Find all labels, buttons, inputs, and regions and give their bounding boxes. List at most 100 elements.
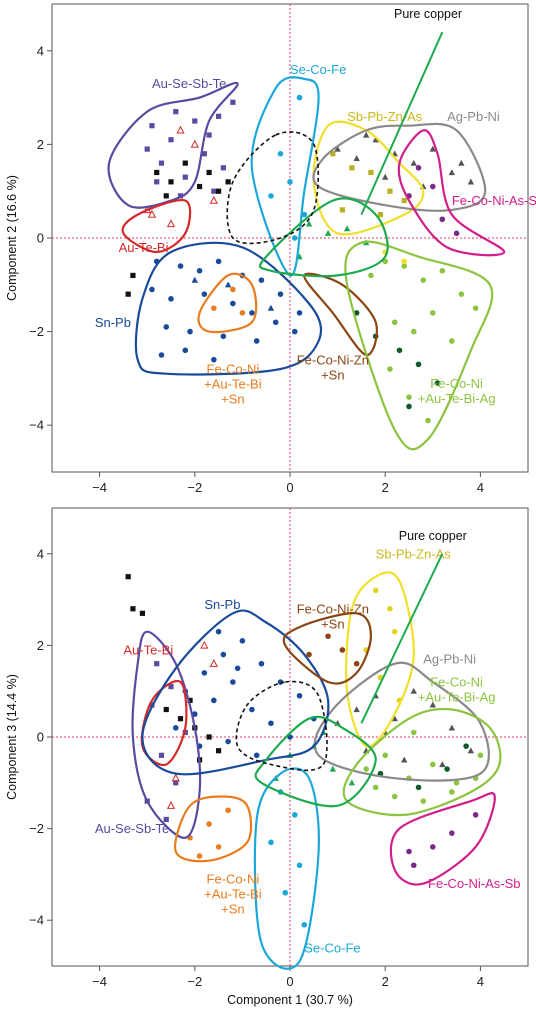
sn-pb-triangle-point bbox=[191, 276, 198, 283]
ag-pb-ni-triangle-point bbox=[382, 173, 389, 180]
y-tick-label: −4 bbox=[29, 418, 44, 433]
ag-pb-ni-outline bbox=[312, 122, 487, 212]
unlabeled-square-point bbox=[125, 291, 131, 297]
sb-pb-zn-as-square-point bbox=[368, 169, 374, 176]
sn-pb-circle-point bbox=[149, 286, 155, 293]
unlabeled-square-point bbox=[139, 610, 146, 616]
sn-pb-circle-point bbox=[296, 310, 303, 316]
dashed-cluster-outline bbox=[235, 680, 328, 772]
au-te-bi-triangle-open-point bbox=[209, 659, 218, 667]
unlabeled-square-point bbox=[187, 697, 193, 703]
sb-pb-zn-as-square-point bbox=[339, 207, 345, 213]
au-te-bi-outline bbox=[121, 198, 192, 254]
label-line: +Au-Te-Bi-Ag bbox=[418, 690, 496, 705]
se-co-fe-circle-point bbox=[287, 179, 293, 185]
au-se-sb-te-square-point bbox=[173, 109, 179, 115]
label-line: Se-Co-Fe bbox=[290, 62, 346, 77]
unlabeled-circle-point bbox=[463, 743, 469, 749]
unlabeled-circle-point bbox=[444, 766, 450, 772]
au-se-sb-te-square-point bbox=[168, 684, 174, 690]
label-line: Sn-Pb bbox=[204, 597, 240, 612]
y-tick-label: 0 bbox=[37, 231, 44, 246]
unlabeled-circle-point bbox=[415, 361, 422, 368]
sb-pb-zn-as-circle-point bbox=[387, 605, 393, 612]
sn-pb-circle-point bbox=[234, 665, 241, 672]
sn-pb-circle-point bbox=[177, 263, 184, 269]
x-tick-label: 0 bbox=[286, 974, 293, 989]
unlabeled-triangle-point bbox=[348, 779, 356, 786]
sb-pb-zn-as-square-point bbox=[330, 151, 336, 157]
unlabeled-circle-point bbox=[415, 784, 422, 791]
y-tick-label: −2 bbox=[29, 324, 44, 339]
bottom-panel: −4 −2 0 2 4 4 2 0 −2 −4 Component 3 (14.4 %) Compon… bbox=[5, 507, 529, 1007]
sn-pb-circle-point bbox=[211, 356, 217, 363]
label-line: Fe-Co-Ni-As-Sb bbox=[452, 193, 536, 208]
fe-co-ni-as-sb-circle-point bbox=[406, 848, 412, 855]
sn-pb-circle-point bbox=[277, 291, 284, 297]
se-co-fe-circle-point bbox=[268, 839, 274, 846]
sn-pb-circle-point bbox=[230, 679, 236, 685]
y-tick-label: 4 bbox=[37, 546, 44, 561]
sb-pb-zn-as-circle-point bbox=[372, 587, 379, 594]
sn-pb-circle-point bbox=[196, 267, 203, 274]
sn-pb-circle-point bbox=[291, 328, 298, 335]
sn-pb-circle-point bbox=[249, 706, 255, 713]
label-line: +Sn bbox=[221, 392, 245, 407]
x-tick-label: 4 bbox=[477, 480, 484, 495]
fe-co-ni-au-te-bi-ag-circle-point bbox=[410, 328, 417, 335]
sn-pb-circle-point bbox=[220, 651, 227, 658]
y-tick-label: 0 bbox=[37, 730, 44, 745]
se-co-fe-outline bbox=[253, 767, 320, 970]
fe-co-ni-au-te-bi-sn-circle-point bbox=[215, 844, 222, 850]
unlabeled-circle-point bbox=[396, 347, 403, 354]
label-line: Au-Te-Bi bbox=[119, 240, 169, 255]
dashed-cluster-outline bbox=[226, 131, 320, 245]
sb-pb-zn-as-label: Sb-Pb-Zn-As bbox=[376, 546, 452, 561]
unlabeled-circle-point bbox=[434, 380, 441, 386]
sn-pb-circle-point bbox=[182, 347, 189, 354]
label-line: +Sn bbox=[221, 902, 245, 917]
ag-pb-ni-triangle-point bbox=[362, 131, 370, 138]
x-tick-label: 2 bbox=[382, 480, 389, 495]
sn-pb-circle-point bbox=[268, 720, 274, 727]
label-line: Sb-Pb-Zn-As bbox=[347, 109, 423, 124]
se-co-fe-circle-point bbox=[291, 812, 298, 818]
sb-pb-zn-as-label: Sb-Pb-Zn-As bbox=[347, 109, 423, 124]
fe-co-ni-au-te-bi-ag-circle-point bbox=[425, 417, 431, 424]
fe-co-ni-zn-sn-outline bbox=[303, 272, 378, 357]
sn-pb-circle-point bbox=[258, 277, 265, 283]
sn-pb-circle-point bbox=[258, 660, 265, 667]
sn-pb-circle-point bbox=[187, 328, 193, 335]
ag-pb-ni-triangle-point bbox=[439, 761, 446, 768]
ag-pb-ni-label: Ag-Pb-Ni bbox=[447, 109, 500, 124]
au-se-sb-te-square-point bbox=[216, 113, 222, 119]
y-tick-label: 2 bbox=[37, 137, 44, 152]
se-co-fe-label: Se-Co-Fe bbox=[290, 62, 346, 77]
group-outlines bbox=[131, 571, 502, 970]
y-axis-label: Component 3 (14.4 %) bbox=[5, 674, 19, 800]
au-se-sb-te-outline bbox=[107, 81, 239, 209]
fe-co-ni-au-te-bi-ag-outline bbox=[342, 707, 502, 817]
fe-co-ni-as-sb-label: Fe-Co-Ni-As-Sb bbox=[452, 193, 536, 208]
ag-pb-ni-triangle-point bbox=[448, 169, 456, 176]
fe-co-ni-as-sb-circle-point bbox=[410, 862, 417, 869]
unlabeled-circle-point bbox=[401, 258, 408, 265]
unlabeled-square-point bbox=[163, 193, 169, 199]
sn-pb-outline bbox=[134, 241, 323, 376]
au-se-sb-te-square-point bbox=[201, 151, 207, 157]
sn-pb-triangle-point bbox=[224, 281, 232, 288]
sn-pb-triangle-point bbox=[267, 304, 275, 311]
ag-pb-ni-triangle-point bbox=[334, 145, 341, 152]
sb-pb-zn-as-square-point bbox=[387, 188, 393, 194]
se-co-fe-circle-point bbox=[268, 193, 274, 199]
fe-co-ni-au-te-bi-sn-circle-point bbox=[230, 286, 236, 293]
unlabeled-square-point bbox=[225, 179, 231, 185]
au-te-bi-triangle-open-point bbox=[166, 219, 176, 228]
au-se-sb-te-square-point bbox=[211, 188, 217, 194]
sn-pb-circle-point bbox=[249, 310, 255, 316]
ag-pb-ni-triangle-point bbox=[448, 724, 456, 731]
unlabeled-triangle-point bbox=[324, 229, 332, 236]
unlabeled-triangle-point bbox=[305, 220, 313, 227]
au-te-bi-triangle-open-point bbox=[166, 801, 176, 809]
unlabeled-triangle-point bbox=[343, 225, 351, 232]
